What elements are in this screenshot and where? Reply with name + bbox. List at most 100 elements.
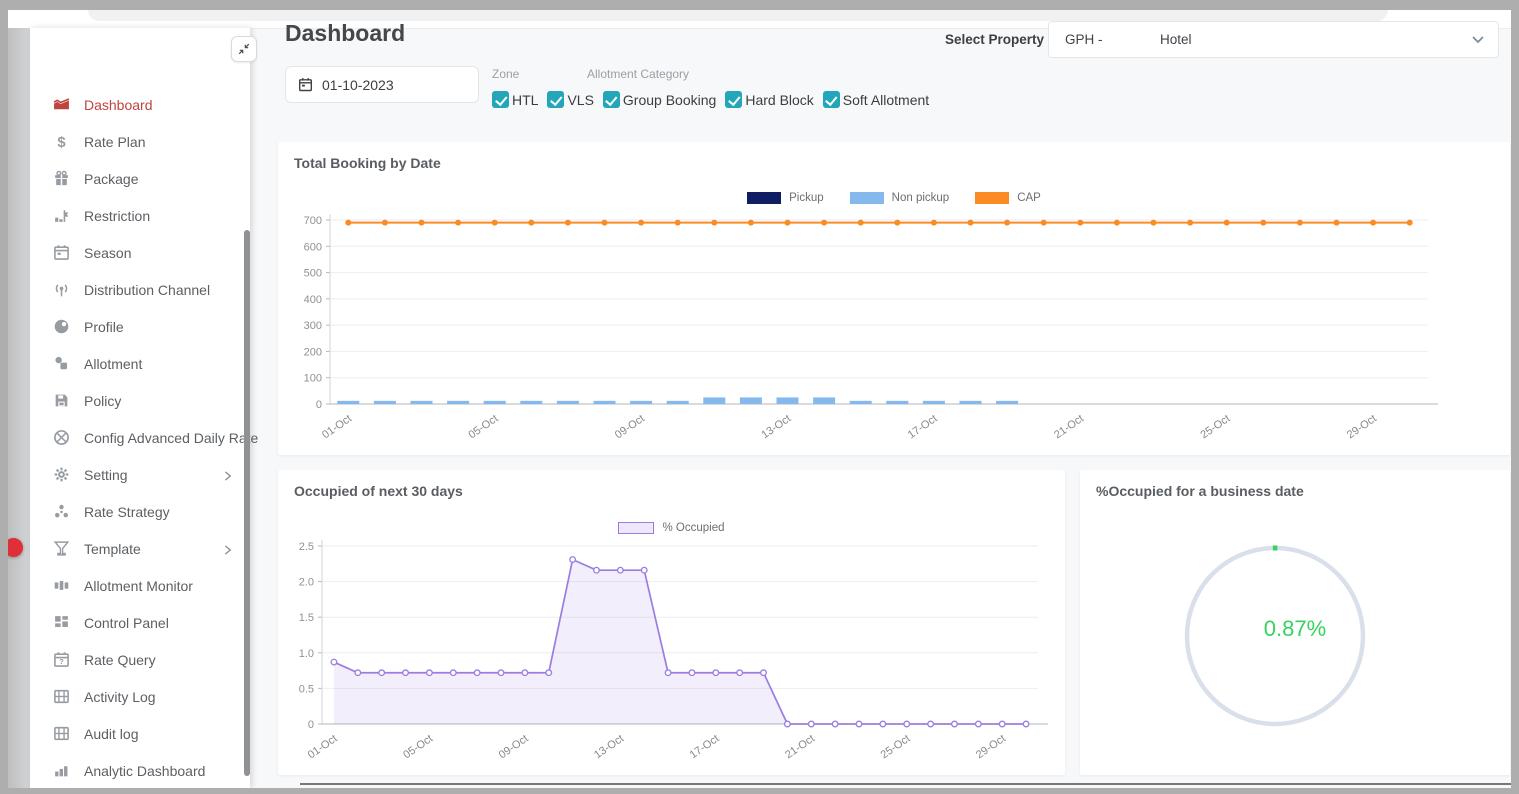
svg-text:13-Oct: 13-Oct <box>759 413 793 442</box>
checkbox-group-booking[interactable]: Group Booking <box>602 91 717 108</box>
occupied-chart[interactable]: 0 0.5 1.0 1.5 2.0 2.5 01-Oct 05-Oct 09-Oct 13-Oct… <box>278 534 1065 772</box>
allotment-category-label: Allotment Category <box>587 67 690 81</box>
analytic-dashboard-icon <box>52 762 70 780</box>
svg-text:01-Oct: 01-Oct <box>306 733 340 762</box>
setting-icon <box>52 466 70 484</box>
occupied-business-date-card: %Occupied for a business date 0.87% <box>1080 470 1510 775</box>
svg-text:0.5: 0.5 <box>299 683 314 695</box>
svg-text:700: 700 <box>304 215 322 227</box>
sidebar-item-allotment-monitor[interactable]: Allotment Monitor <box>30 567 250 604</box>
sidebar-item-label: Rate Query <box>84 651 156 668</box>
svg-text:1.5: 1.5 <box>299 612 314 624</box>
svg-text:0: 0 <box>308 719 314 731</box>
sidebar-item-config-advanced-daily-rate[interactable]: Config Advanced Daily Rate <box>30 419 258 456</box>
svg-text:09-Oct: 09-Oct <box>497 733 531 762</box>
checkbox-vls[interactable]: VLS <box>547 91 594 108</box>
sidebar-item-setting[interactable]: Setting <box>30 456 250 493</box>
sidebar-scrollbar[interactable] <box>244 230 250 776</box>
svg-text:09-Oct: 09-Oct <box>613 413 647 442</box>
control-panel-icon <box>52 614 70 632</box>
legend-swatch <box>975 192 1010 204</box>
svg-text:29-Oct: 29-Oct <box>1345 413 1379 442</box>
sidebar-collapse-button[interactable] <box>231 36 257 62</box>
sidebar-item-label: Rate Plan <box>84 133 146 150</box>
sidebar-item-label: Policy <box>84 392 122 409</box>
sidebar-item-allotment[interactable]: Allotment <box>30 345 250 382</box>
activity-log-icon <box>52 688 70 706</box>
sidebar-item-analytic-dashboard[interactable]: Analytic Dashboard <box>30 752 250 788</box>
sidebar-item-activity-log[interactable]: Activity Log <box>30 678 250 715</box>
checkbox-label: Hard Block <box>745 91 814 108</box>
total-booking-chart[interactable]: 0 100 200 300 400 500 600 700 01-Oct 05-Oct 09-Oct… <box>278 204 1510 452</box>
svg-text:$: $ <box>57 135 66 150</box>
sidebar-item-dashboard[interactable]: Dashboard <box>30 86 250 123</box>
distribution-channel-icon <box>52 281 70 299</box>
sidebar-item-label: Template <box>84 540 141 557</box>
checkbox-checked-icon[interactable] <box>822 91 840 108</box>
sidebar-item-policy[interactable]: Policy <box>30 382 250 419</box>
restriction-icon <box>52 207 70 225</box>
select-property-label: Select Property <box>945 32 1045 47</box>
legend-item-cap[interactable]: CAP <box>975 192 1041 204</box>
collapse-arrows-icon <box>238 43 250 55</box>
chart-title: Occupied of next 30 days <box>294 483 463 499</box>
checkbox-checked-icon[interactable] <box>492 91 509 108</box>
sidebar-item-season[interactable]: Season <box>30 234 250 271</box>
template-icon <box>52 540 70 558</box>
svg-text:05-Oct: 05-Oct <box>466 413 500 442</box>
checkbox-label: HTL <box>512 91 539 108</box>
profile-icon <box>52 318 70 336</box>
left-gutter <box>8 28 30 788</box>
browser-tab <box>88 10 1388 21</box>
svg-text:1.0: 1.0 <box>299 648 314 660</box>
legend-swatch <box>849 192 884 204</box>
sidebar-item-package[interactable]: Package <box>30 160 250 197</box>
sidebar-item-rate-plan[interactable]: $ Rate Plan <box>30 123 250 160</box>
donut-value-arc <box>1184 545 1366 727</box>
business-date-input[interactable]: 01-10-2023 <box>285 66 479 103</box>
chevron-right-icon <box>222 543 234 555</box>
sidebar-item-distribution-channel[interactable]: Distribution Channel <box>30 271 250 308</box>
property-code: GPH - <box>1065 32 1103 47</box>
bar-series-non-pickup <box>337 397 1019 404</box>
legend-label: CAP <box>1017 192 1041 204</box>
legend-item-occupied[interactable]: % Occupied <box>618 522 725 534</box>
sidebar-item-restriction[interactable]: Restriction <box>30 197 250 234</box>
checkbox-label: VLS <box>567 91 594 108</box>
season-icon <box>52 244 70 262</box>
sidebar-item-rate-strategy[interactable]: Rate Strategy <box>30 493 250 530</box>
legend-item-pickup[interactable]: Pickup <box>747 192 824 204</box>
svg-text:600: 600 <box>304 241 322 253</box>
checkbox-checked-icon[interactable] <box>547 91 565 108</box>
checkbox-label: Group Booking <box>622 91 717 108</box>
checkbox-htl[interactable]: HTL <box>492 91 538 108</box>
sidebar-item-label: Setting <box>84 466 128 483</box>
checkbox-checked-icon[interactable] <box>602 91 620 108</box>
sidebar-menu: Dashboard $ Rate Plan Package Restriction Sea… <box>30 86 258 788</box>
allotment-monitor-icon <box>52 577 70 595</box>
legend-item-non-pickup[interactable]: Non pickup <box>849 192 950 204</box>
property-name: Hotel <box>1160 32 1192 47</box>
rate-strategy-icon <box>52 503 70 521</box>
config-advanced-daily-rate-icon <box>52 429 70 447</box>
property-select[interactable]: GPH - Hotel <box>1048 21 1499 58</box>
legend-label: Non pickup <box>891 192 950 204</box>
sidebar-item-rate-query[interactable]: ? Rate Query <box>30 641 250 678</box>
sidebar-item-label: Rate Strategy <box>84 503 170 520</box>
sidebar-item-profile[interactable]: Profile <box>30 308 250 345</box>
rate-plan-icon: $ <box>52 133 70 151</box>
occupied-donut-chart[interactable] <box>1080 510 1510 760</box>
checkbox-hard-block[interactable]: Hard Block <box>725 91 814 108</box>
allotment-icon <box>52 355 70 373</box>
sidebar-item-audit-log[interactable]: Audit log <box>30 715 250 752</box>
checkbox-checked-icon[interactable] <box>725 91 743 108</box>
sidebar-item-template[interactable]: Template <box>30 530 250 567</box>
sidebar-item-control-panel[interactable]: Control Panel <box>30 604 250 641</box>
calendar-icon <box>298 77 313 92</box>
checkbox-soft-allotment[interactable]: Soft Allotment <box>822 91 929 108</box>
business-date-value: 01-10-2023 <box>322 76 394 93</box>
red-notification-dot[interactable] <box>8 538 23 557</box>
svg-text:2.0: 2.0 <box>299 577 314 589</box>
chart-title: Total Booking by Date <box>294 155 441 171</box>
svg-text:?: ? <box>59 657 64 666</box>
